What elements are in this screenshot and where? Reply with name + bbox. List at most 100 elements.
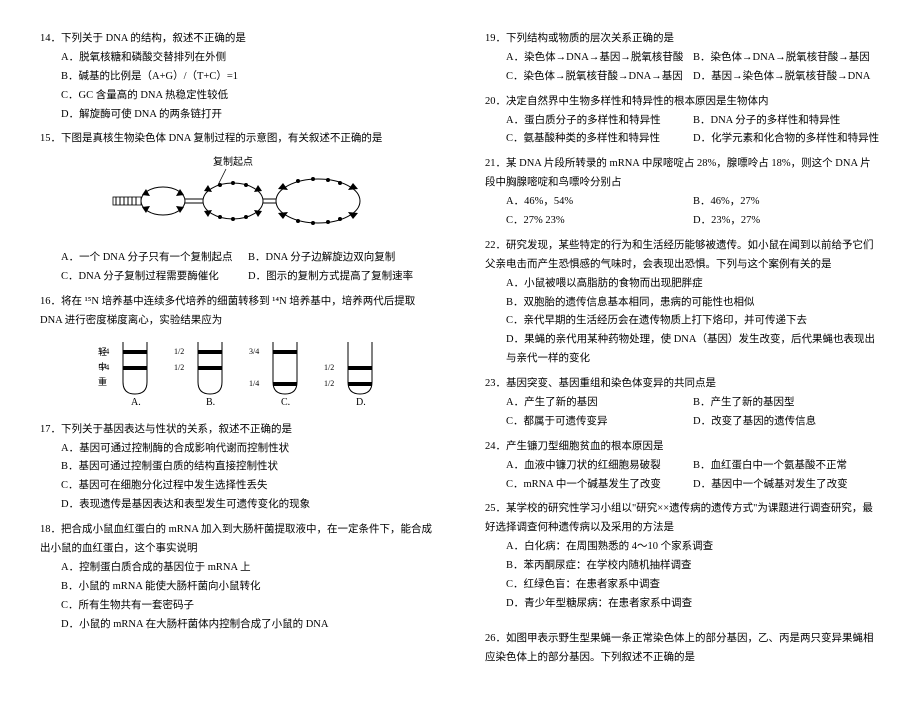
q23-title: 23．基因突变、基因重组和染色体变异的共同点是 (485, 375, 880, 394)
q15-options-row1: A．一个 DNA 分子只有一个复制起点 B．DNA 分子边解旋边双向复制 (40, 249, 435, 268)
question-23: 23．基因突变、基因重组和染色体变异的共同点是 A．产生了新的基因 B．产生了新… (485, 375, 880, 432)
q15-opt-c: C．DNA 分子复制过程需要酶催化 (61, 268, 248, 287)
q24-opt-b: B．血红蛋白中一个氨基酸不正常 (693, 457, 880, 476)
q14-options: A．脱氧核糖和磷酸交替排列在外侧 B．碱基的比例是（A+G）/（T+C）=1 C… (40, 49, 435, 125)
svg-text:3/4: 3/4 (249, 347, 259, 356)
svg-text:1/2: 1/2 (324, 379, 334, 388)
q21-opt-c: C．27% 23% (506, 212, 693, 231)
q14-opt-b: B．碱基的比例是（A+G）/（T+C）=1 (61, 68, 435, 87)
q15-title: 15．下图是真核生物染色体 DNA 复制过程的示意图，有关叙述不正确的是 (40, 130, 435, 149)
question-17: 17．下列关于基因表达与性状的关系，叙述不正确的是 A．基因可通过控制酶的合成影… (40, 421, 435, 515)
q15-options-row2: C．DNA 分子复制过程需要酶催化 D．图示的复制方式提高了复制速率 (40, 268, 435, 287)
q19-opt-a: A．染色体→DNA→基因→脱氧核苷酸 (506, 49, 693, 68)
q24-opt-d: D．基因中一个碱基对发生了改变 (693, 476, 880, 495)
question-26: 26．如图甲表示野生型果蝇一条正常染色体上的部分基因，乙、丙是两只变异果蝇相应染… (485, 630, 880, 668)
q21-row2: C．27% 23% D．23%，27% (485, 212, 880, 231)
q23-opt-d: D．改变了基因的遗传信息 (693, 413, 880, 432)
q16-figure: 轻 中 重 1/4 3/4 (40, 337, 435, 415)
q14-title: 14．下列关于 DNA 的结构，叙述不正确的是 (40, 30, 435, 49)
q15-figure: 复制起点 (40, 155, 435, 243)
svg-text:A.: A. (131, 397, 141, 407)
question-24: 24．产生镰刀型细胞贫血的根本原因是 A．血液中镰刀状的红细胞易破裂 B．血红蛋… (485, 438, 880, 495)
q23-opt-a: A．产生了新的基因 (506, 394, 693, 413)
q24-title: 24．产生镰刀型细胞贫血的根本原因是 (485, 438, 880, 457)
q25-title: 25．某学校的研究性学习小组以"研究××遗传病的遗传方式"为课题进行调查研究，最… (485, 500, 880, 538)
q16-title: 16．将在 ¹⁵N 培养基中连续多代培养的细菌转移到 ¹⁴N 培养基中，培养两代… (40, 293, 435, 331)
q19-title: 19．下列结构或物质的层次关系正确的是 (485, 30, 880, 49)
replication-diagram: 复制起点 (108, 155, 368, 235)
fig-label: 复制起点 (213, 155, 253, 168)
q18-title: 18．把合成小鼠血红蛋白的 mRNA 加入到大肠杆菌提取液中，在一定条件下，能合… (40, 521, 435, 559)
q20-opt-a: A．蛋白质分子的多样性和特异性 (506, 112, 693, 131)
q17-options: A．基因可通过控制酶的合成影响代谢而控制性状 B．基因可通过控制蛋白质的结构直接… (40, 440, 435, 516)
q17-title: 17．下列关于基因表达与性状的关系，叙述不正确的是 (40, 421, 435, 440)
q25-opt-d: D．青少年型糖尿病：在患者家系中调查 (506, 595, 880, 614)
question-15: 15．下图是真核生物染色体 DNA 复制过程的示意图，有关叙述不正确的是 复制起… (40, 130, 435, 287)
q19-opt-b: B．染色体→DNA→脱氧核苷酸→基因 (693, 49, 880, 68)
svg-text:D.: D. (356, 397, 366, 407)
q19-row1: A．染色体→DNA→基因→脱氧核苷酸 B．染色体→DNA→脱氧核苷酸→基因 (485, 49, 880, 68)
left-column: 14．下列关于 DNA 的结构，叙述不正确的是 A．脱氧核糖和磷酸交替排列在外侧… (40, 30, 435, 674)
q25-options: A．白化病：在周围熟悉的 4～10 个家系调查 B．苯丙酮尿症：在学校内随机抽样… (485, 538, 880, 614)
q19-row2: C．染色体→脱氧核苷酸→DNA→基因 D．基因→染色体→脱氧核苷酸→DNA (485, 68, 880, 87)
q23-opt-c: C．都属于可遗传变异 (506, 413, 693, 432)
q26-title: 26．如图甲表示野生型果蝇一条正常染色体上的部分基因，乙、丙是两只变异果蝇相应染… (485, 630, 880, 668)
q25-opt-a: A．白化病：在周围熟悉的 4～10 个家系调查 (506, 538, 880, 557)
q15-opt-d: D．图示的复制方式提高了复制速率 (248, 268, 435, 287)
q17-opt-a: A．基因可通过控制酶的合成影响代谢而控制性状 (61, 440, 435, 459)
q20-opt-d: D．化学元素和化合物的多样性和特异性 (693, 130, 880, 149)
q24-opt-c: C．mRNA 中一个碱基发生了改变 (506, 476, 693, 495)
q21-title: 21．某 DNA 片段所转录的 mRNA 中尿嘧啶占 28%，腺嘌呤占 18%，… (485, 155, 880, 193)
q20-opt-c: C．氨基酸种类的多样性和特异性 (506, 130, 693, 149)
q22-title: 22．研究发现，某些特定的行为和生活经历能够被遗传。如小鼠在闻到以前给予它们父亲… (485, 237, 880, 275)
svg-text:重: 重 (98, 376, 107, 387)
question-19: 19．下列结构或物质的层次关系正确的是 A．染色体→DNA→基因→脱氧核苷酸 B… (485, 30, 880, 87)
right-column: 19．下列结构或物质的层次关系正确的是 A．染色体→DNA→基因→脱氧核苷酸 B… (485, 30, 880, 674)
q20-opt-b: B．DNA 分子的多样性和特异性 (693, 112, 880, 131)
q19-opt-d: D．基因→染色体→脱氧核苷酸→DNA (693, 68, 880, 87)
spacer (485, 620, 880, 630)
q17-opt-d: D．表现遗传是基因表达和表型发生可遗传变化的现象 (61, 496, 435, 515)
q21-row1: A．46%，54% B．46%，27% (485, 193, 880, 212)
question-22: 22．研究发现，某些特定的行为和生活经历能够被遗传。如小鼠在闻到以前给予它们父亲… (485, 237, 880, 369)
centrifuge-tubes: 轻 中 重 1/4 3/4 (68, 337, 408, 407)
svg-text:B.: B. (206, 397, 215, 407)
q20-title: 20．决定自然界中生物多样性和特异性的根本原因是生物体内 (485, 93, 880, 112)
q25-opt-b: B．苯丙酮尿症：在学校内随机抽样调查 (506, 557, 880, 576)
question-25: 25．某学校的研究性学习小组以"研究××遗传病的遗传方式"为课题进行调查研究，最… (485, 500, 880, 613)
q24-row1: A．血液中镰刀状的红细胞易破裂 B．血红蛋白中一个氨基酸不正常 (485, 457, 880, 476)
q18-opt-c: C．所有生物共有一套密码子 (61, 597, 435, 616)
q17-opt-b: B．基因可通过控制蛋白质的结构直接控制性状 (61, 458, 435, 477)
svg-text:1/4: 1/4 (249, 379, 259, 388)
question-20: 20．决定自然界中生物多样性和特异性的根本原因是生物体内 A．蛋白质分子的多样性… (485, 93, 880, 150)
question-16: 16．将在 ¹⁵N 培养基中连续多代培养的细菌转移到 ¹⁴N 培养基中，培养两代… (40, 293, 435, 415)
page-container: 14．下列关于 DNA 的结构，叙述不正确的是 A．脱氧核糖和磷酸交替排列在外侧… (40, 30, 880, 674)
q14-opt-c: C．GC 含量高的 DNA 热稳定性较低 (61, 87, 435, 106)
q21-opt-a: A．46%，54% (506, 193, 693, 212)
q22-opt-d: D．果蝇的亲代用某种药物处理，使 DNA（基因）发生改变，后代果蝇也表现出与亲代… (506, 331, 880, 369)
q25-opt-c: C．红绿色盲：在患者家系中调查 (506, 576, 880, 595)
q20-row2: C．氨基酸种类的多样性和特异性 D．化学元素和化合物的多样性和特异性 (485, 130, 880, 149)
q17-opt-c: C．基因可在细胞分化过程中发生选择性丢失 (61, 477, 435, 496)
q14-opt-a: A．脱氧核糖和磷酸交替排列在外侧 (61, 49, 435, 68)
q21-opt-d: D．23%，27% (693, 212, 880, 231)
q15-opt-b: B．DNA 分子边解旋边双向复制 (248, 249, 435, 268)
q18-opt-a: A．控制蛋白质合成的基因位于 mRNA 上 (61, 559, 435, 578)
q22-opt-c: C．亲代早期的生活经历会在遗传物质上打下烙印，并可传递下去 (506, 312, 880, 331)
q18-opt-d: D．小鼠的 mRNA 在大肠杆菌体内控制合成了小鼠的 DNA (61, 616, 435, 635)
question-18: 18．把合成小鼠血红蛋白的 mRNA 加入到大肠杆菌提取液中，在一定条件下，能合… (40, 521, 435, 634)
q14-opt-d: D．解旋酶可使 DNA 的两条链打开 (61, 106, 435, 125)
q15-opt-a: A．一个 DNA 分子只有一个复制起点 (61, 249, 248, 268)
svg-text:1/2: 1/2 (174, 363, 184, 372)
q24-row2: C．mRNA 中一个碱基发生了改变 D．基因中一个碱基对发生了改变 (485, 476, 880, 495)
q23-opt-b: B．产生了新的基因型 (693, 394, 880, 413)
q18-options: A．控制蛋白质合成的基因位于 mRNA 上 B．小鼠的 mRNA 能使大肠杆菌向… (40, 559, 435, 635)
q22-opt-a: A．小鼠被喂以高脂肪的食物而出现肥胖症 (506, 275, 880, 294)
q24-opt-a: A．血液中镰刀状的红细胞易破裂 (506, 457, 693, 476)
q22-options: A．小鼠被喂以高脂肪的食物而出现肥胖症 B．双胞胎的遗传信息基本相同，患病的可能… (485, 275, 880, 369)
q23-row2: C．都属于可遗传变异 D．改变了基因的遗传信息 (485, 413, 880, 432)
q20-row1: A．蛋白质分子的多样性和特异性 B．DNA 分子的多样性和特异性 (485, 112, 880, 131)
question-21: 21．某 DNA 片段所转录的 mRNA 中尿嘧啶占 28%，腺嘌呤占 18%，… (485, 155, 880, 231)
q22-opt-b: B．双胞胎的遗传信息基本相同，患病的可能性也相似 (506, 294, 880, 313)
q19-opt-c: C．染色体→脱氧核苷酸→DNA→基因 (506, 68, 693, 87)
